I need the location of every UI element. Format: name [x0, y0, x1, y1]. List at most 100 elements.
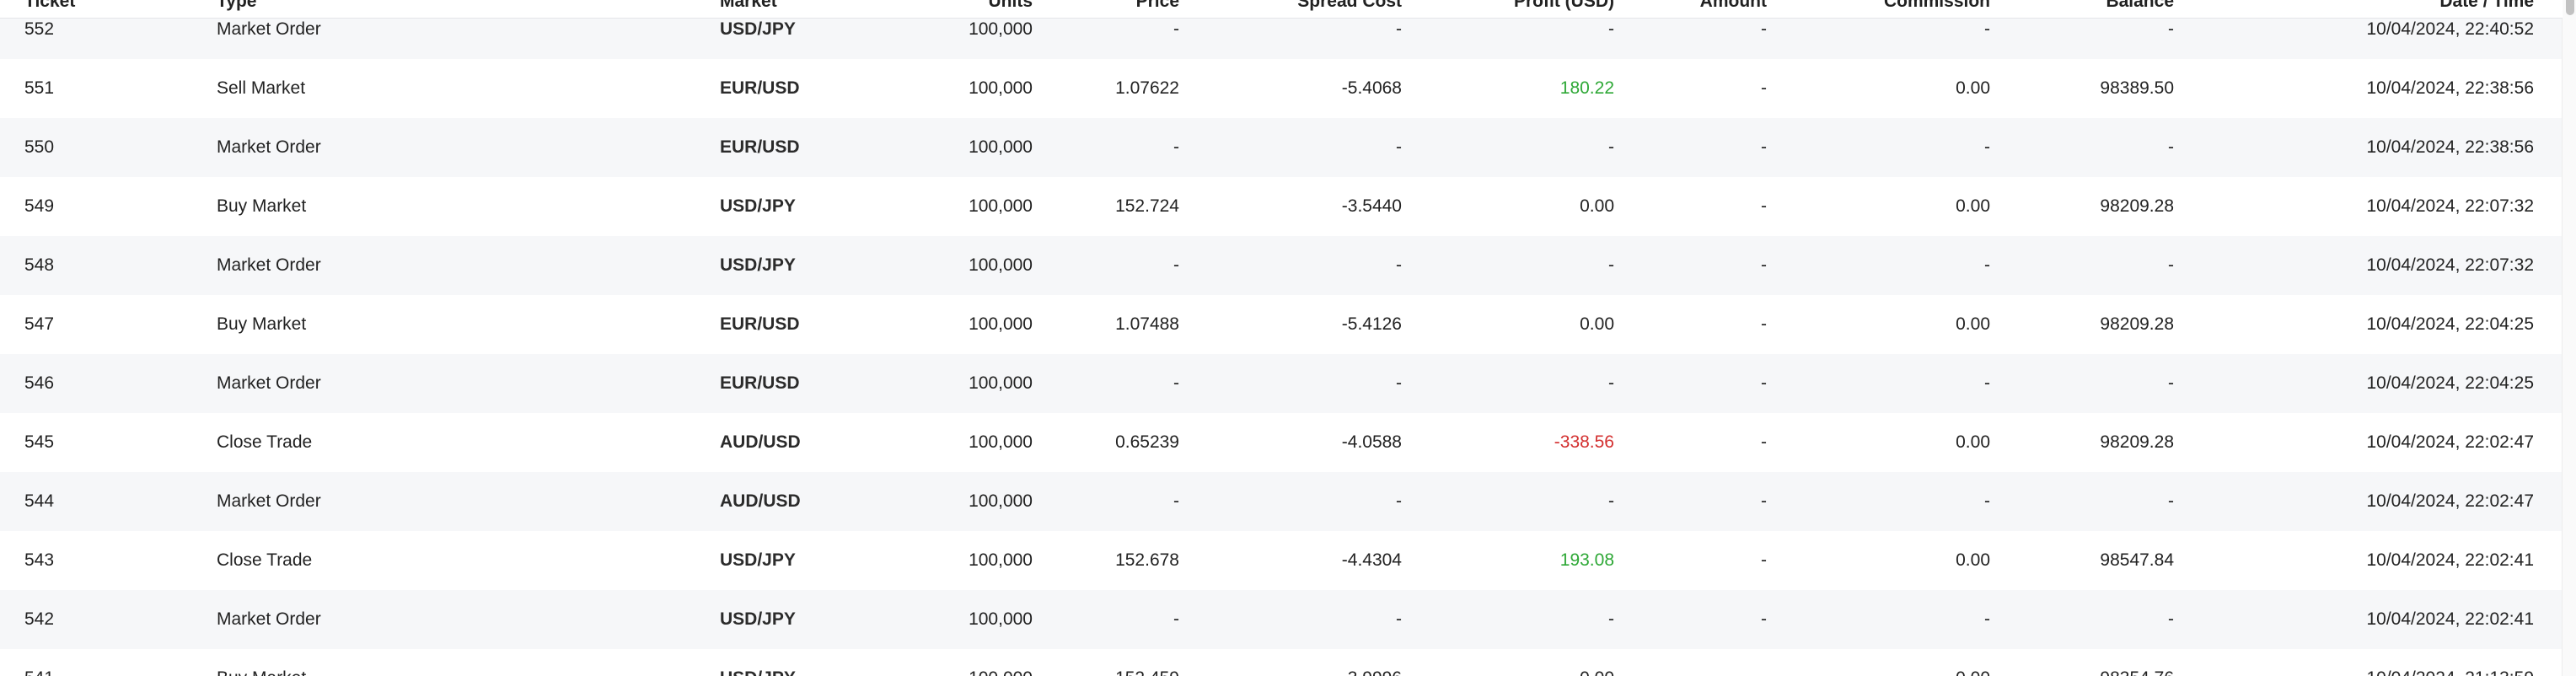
ticket-cell: 541: [24, 649, 54, 676]
header-commission[interactable]: Commission: [1883, 0, 1990, 11]
amount-cell: -: [1761, 314, 1767, 334]
ticket-cell: 548: [24, 255, 55, 275]
units-cell: 100,000: [969, 373, 1033, 393]
header-units[interactable]: Units: [988, 0, 1033, 11]
ticket-cell: 543: [24, 550, 55, 570]
header-type[interactable]: Type: [217, 0, 257, 11]
market-cell: USD/JPY: [720, 649, 796, 676]
date-time-cell: 10/04/2024, 22:04:25: [2366, 373, 2534, 393]
spread-cost-cell: -: [1396, 609, 1402, 629]
table-row[interactable]: 546 Market Order EUR/USD 100,000 - - - - - - 10/04…: [0, 354, 2563, 413]
spread-cost-cell: -: [1396, 137, 1402, 157]
table-row[interactable]: 548 Market Order USD/JPY 100,000 - - - - - - 10/04…: [0, 236, 2563, 295]
header-date-time[interactable]: Date / Time: [2439, 0, 2534, 11]
amount-cell: -: [1761, 609, 1767, 629]
type-cell: Buy Market: [217, 196, 307, 216]
header-balance[interactable]: Balance: [2106, 0, 2174, 11]
price-cell: 152.678: [1115, 550, 1179, 570]
ticket-cell: 551: [24, 78, 55, 98]
type-cell: Market Order: [217, 609, 321, 629]
market-cell: EUR/USD: [720, 78, 800, 98]
price-cell: 152.459: [1115, 649, 1179, 676]
units-cell: 100,000: [969, 432, 1033, 452]
balance-cell: 98354.76: [2100, 649, 2174, 676]
table-row[interactable]: 550 Market Order EUR/USD 100,000 - - - - - - 10/04…: [0, 118, 2563, 177]
header-spread-cost[interactable]: Spread Cost: [1297, 0, 1402, 11]
commission-cell: 0.00: [1956, 649, 1990, 676]
amount-cell: -: [1761, 373, 1767, 393]
date-time-cell: 10/04/2024, 22:07:32: [2366, 255, 2534, 275]
spread-cost-cell: -5.4068: [1341, 78, 1402, 98]
date-time-cell: 10/04/2024, 22:02:47: [2366, 491, 2534, 511]
table-header: Ticket Type Market Units Price Spread Co…: [0, 0, 2563, 19]
spread-cost-cell: -: [1396, 19, 1402, 39]
balance-cell: 98547.84: [2100, 550, 2174, 570]
amount-cell: -: [1761, 550, 1767, 570]
commission-cell: -: [1984, 255, 1990, 275]
profit-cell: -: [1608, 19, 1614, 39]
ticket-cell: 550: [24, 137, 55, 157]
table-row[interactable]: 541 Buy Market USD/JPY 100,000 152.459 -3.999…: [0, 649, 2563, 676]
header-profit[interactable]: Profit (USD): [1514, 0, 1614, 11]
profit-cell: 193.08: [1559, 550, 1614, 570]
date-time-cell: 10/04/2024, 22:38:56: [2366, 137, 2534, 157]
profit-cell: -: [1608, 491, 1614, 511]
amount-cell: -: [1761, 491, 1767, 511]
date-time-cell: 10/04/2024, 22:02:41: [2366, 550, 2534, 570]
amount-cell: -: [1761, 19, 1767, 39]
balance-cell: -: [2168, 373, 2174, 393]
spread-cost-cell: -3.5440: [1341, 196, 1402, 216]
table-row[interactable]: 544 Market Order AUD/USD 100,000 - - - - - - 10/04…: [0, 472, 2563, 531]
amount-cell: -: [1761, 137, 1767, 157]
price-cell: 152.724: [1115, 196, 1179, 216]
amount-cell: -: [1761, 255, 1767, 275]
header-amount[interactable]: Amount: [1699, 0, 1767, 11]
units-cell: 100,000: [969, 649, 1033, 676]
market-cell: EUR/USD: [720, 314, 800, 334]
type-cell: Buy Market: [217, 314, 307, 334]
ticket-cell: 544: [24, 491, 55, 511]
spread-cost-cell: -4.0588: [1341, 432, 1402, 452]
spread-cost-cell: -3.9996: [1342, 649, 1402, 676]
table-row[interactable]: 545 Close Trade AUD/USD 100,000 0.65239 -4.05…: [0, 413, 2563, 472]
commission-cell: -: [1984, 491, 1990, 511]
spread-cost-cell: -4.4304: [1341, 550, 1402, 570]
price-cell: -: [1173, 255, 1179, 275]
price-cell: -: [1173, 373, 1179, 393]
table-row[interactable]: 547 Buy Market EUR/USD 100,000 1.07488 -5.412…: [0, 295, 2563, 354]
price-cell: -: [1173, 609, 1179, 629]
price-cell: 0.65239: [1115, 432, 1179, 452]
balance-cell: 98389.50: [2100, 78, 2174, 98]
date-time-cell: 10/04/2024, 22:38:56: [2366, 78, 2534, 98]
header-price[interactable]: Price: [1135, 0, 1179, 11]
type-cell: Market Order: [217, 137, 321, 157]
header-ticket[interactable]: Ticket: [24, 0, 76, 11]
type-cell: Sell Market: [217, 78, 306, 98]
ticket-cell: 549: [24, 196, 55, 216]
table-row[interactable]: 549 Buy Market USD/JPY 100,000 152.724 -3.544…: [0, 177, 2563, 236]
table-row[interactable]: 543 Close Trade USD/JPY 100,000 152.678 -4.43…: [0, 531, 2563, 590]
units-cell: 100,000: [969, 78, 1033, 98]
date-time-cell: 10/04/2024, 21:13:59: [2366, 649, 2534, 676]
commission-cell: -: [1984, 373, 1990, 393]
table-row[interactable]: 542 Market Order USD/JPY 100,000 - - - - - - 10/04…: [0, 590, 2563, 649]
market-cell: USD/JPY: [720, 255, 796, 275]
spread-cost-cell: -: [1396, 255, 1402, 275]
type-cell: Market Order: [217, 373, 321, 393]
scrollbar-thumb[interactable]: [2566, 0, 2574, 15]
date-time-cell: 10/04/2024, 22:40:52: [2366, 19, 2534, 39]
profit-cell: -: [1608, 373, 1614, 393]
amount-cell: -: [1761, 78, 1767, 98]
market-cell: AUD/USD: [720, 491, 801, 511]
units-cell: 100,000: [969, 19, 1033, 39]
vertical-scrollbar[interactable]: [2562, 0, 2576, 676]
header-market[interactable]: Market: [720, 0, 777, 11]
units-cell: 100,000: [969, 550, 1033, 570]
balance-cell: 98209.28: [2100, 196, 2174, 216]
ticket-cell: 552: [24, 19, 55, 39]
type-cell: Close Trade: [217, 432, 313, 452]
table-row[interactable]: 551 Sell Market EUR/USD 100,000 1.07622 -5.40…: [0, 59, 2563, 118]
market-cell: USD/JPY: [720, 550, 796, 570]
price-cell: -: [1173, 19, 1179, 39]
profit-cell: 0.00: [1580, 649, 1614, 676]
